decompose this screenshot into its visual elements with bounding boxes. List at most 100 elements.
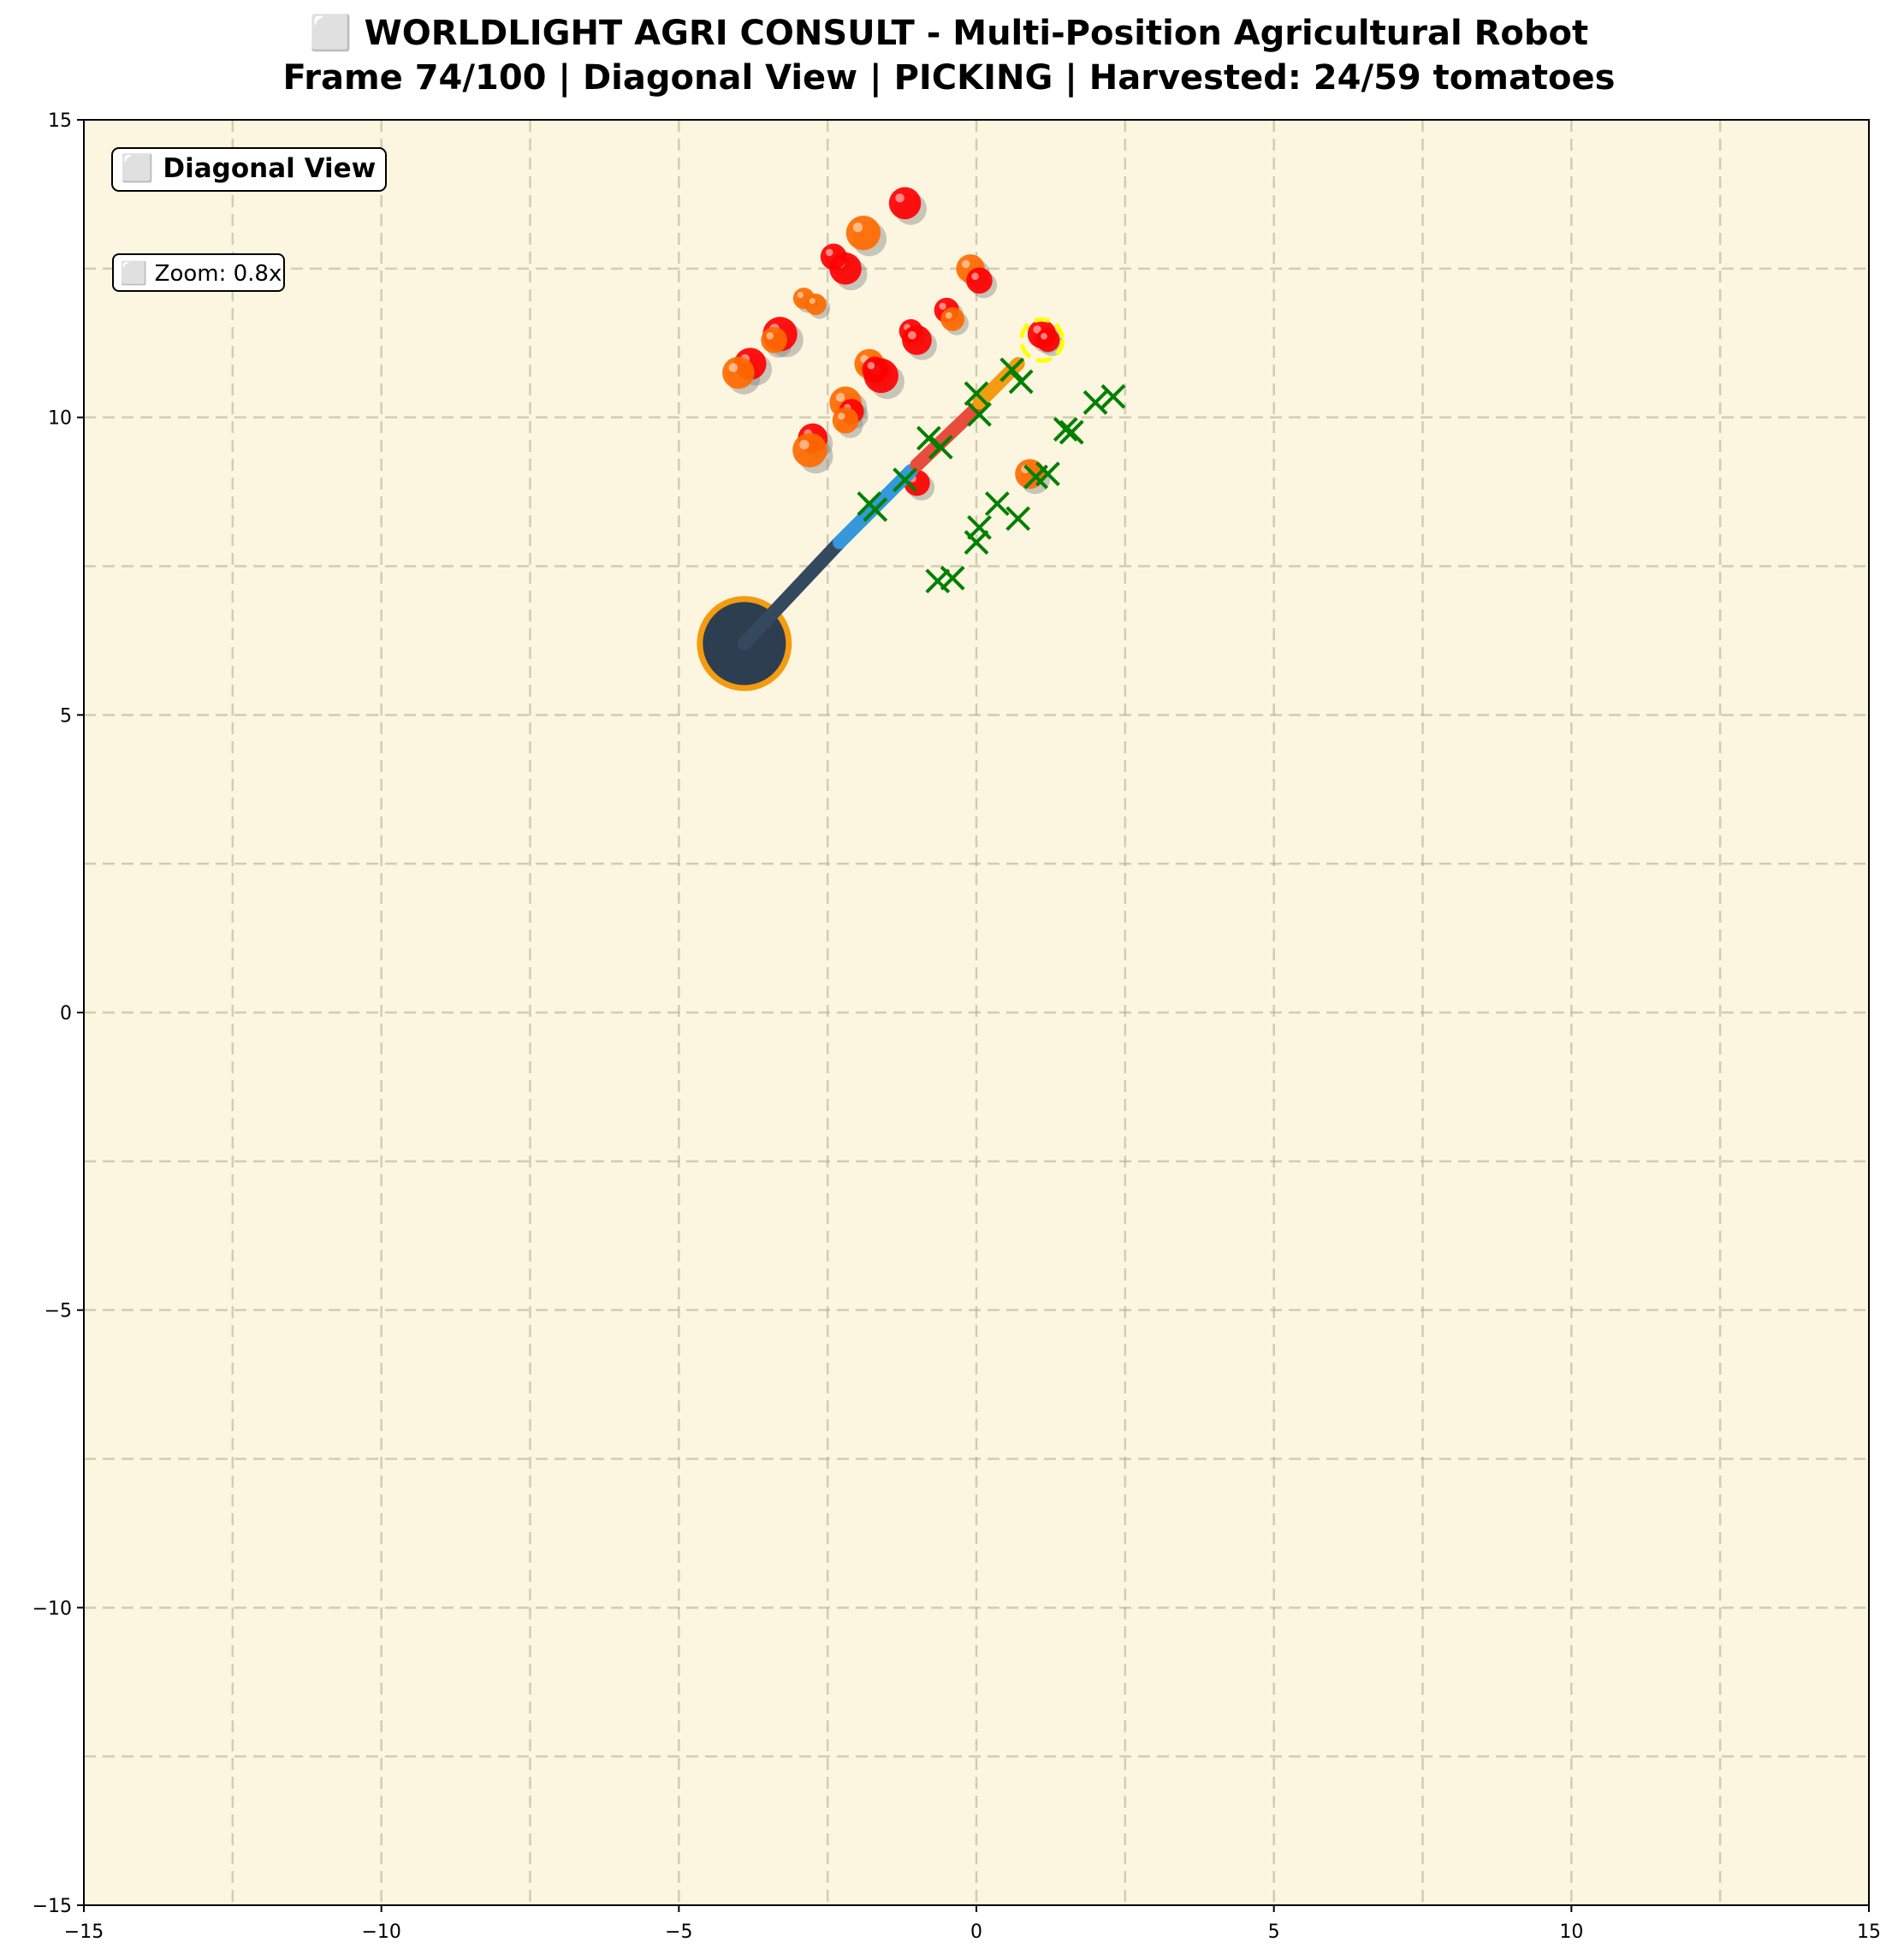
- harvested-markers: [857, 357, 1126, 594]
- arm-segment: [910, 398, 987, 472]
- chart-subtitle: Frame 74/100 | Diagonal View | PICKING |…: [283, 58, 1616, 98]
- tomato-highlight: [825, 248, 833, 257]
- tomato-highlight: [971, 272, 979, 281]
- tomato-body: [862, 356, 889, 383]
- harvested-marker-stroke: [1082, 389, 1108, 415]
- tomato-highlight: [837, 412, 845, 420]
- harvested-marker: [916, 425, 941, 451]
- harvested-marker-stroke: [1008, 369, 1034, 395]
- arm-segment: [737, 535, 847, 650]
- tomato-highlight: [766, 332, 774, 340]
- x-tick-label: 10: [1559, 1921, 1583, 1943]
- view-badge-label: ⬜ Diagonal View: [121, 152, 376, 184]
- tomato: [862, 356, 889, 383]
- harvested-marker: [1005, 506, 1031, 532]
- harvested-marker-stroke: [1035, 461, 1060, 487]
- harvested-marker-stroke: [1100, 383, 1126, 409]
- tomato-layer: [722, 187, 1065, 501]
- harvested-marker-stroke: [925, 568, 951, 594]
- tomato-highlight: [1033, 325, 1041, 334]
- harvested-marker-stroke: [863, 497, 888, 522]
- tomato: [902, 324, 932, 355]
- tomato-highlight: [1041, 332, 1047, 340]
- harvested-marker: [1082, 389, 1108, 415]
- harvested-marker: [964, 530, 989, 555]
- y-tick-label: 10: [48, 408, 72, 430]
- tomato: [792, 432, 827, 468]
- tomato-highlight: [939, 302, 946, 310]
- tomato: [888, 187, 922, 220]
- harvested-marker: [999, 357, 1025, 383]
- view-badge: ⬜ Diagonal View: [111, 147, 387, 192]
- y-tick-label: −15: [33, 1896, 72, 1917]
- harvested-marker: [984, 491, 1010, 516]
- y-tick-label: −5: [44, 1301, 72, 1322]
- tomato-highlight: [797, 292, 804, 299]
- tomato: [832, 407, 859, 434]
- y-tick-label: −10: [33, 1598, 72, 1619]
- harvested-marker: [967, 401, 992, 427]
- tomato-highlight: [809, 298, 816, 305]
- tomato-highlight: [962, 259, 970, 269]
- zoom-badge-label: ⬜ Zoom: 0.8x: [120, 260, 282, 287]
- tomato-body: [761, 326, 787, 353]
- x-tick-label: −10: [361, 1921, 400, 1943]
- harvested-marker: [1053, 417, 1078, 442]
- tomato: [820, 243, 847, 270]
- tomato-highlight: [867, 361, 875, 370]
- harvested-marker-stroke: [967, 401, 992, 427]
- x-tick-label: 5: [1268, 1921, 1280, 1943]
- tomato-body: [902, 324, 932, 355]
- harvested-marker: [964, 381, 989, 407]
- harvested-marker: [1035, 461, 1060, 487]
- zoom-badge: ⬜ Zoom: 0.8x: [112, 253, 285, 292]
- tomato-body: [820, 243, 847, 270]
- tomato-body: [845, 215, 881, 251]
- harvested-marker: [925, 568, 951, 594]
- harvested-marker-stroke: [940, 565, 965, 591]
- harvested-marker: [1059, 419, 1084, 445]
- harvested-marker: [1100, 383, 1126, 409]
- tomato: [761, 326, 787, 353]
- harvested-marker: [940, 565, 965, 591]
- harvested-marker-stroke: [999, 357, 1025, 383]
- y-tick-label: 15: [48, 110, 72, 132]
- tomato: [966, 267, 993, 294]
- harvested-marker: [863, 497, 888, 522]
- harvested-marker: [928, 435, 953, 460]
- harvested-marker-stroke: [1053, 417, 1078, 442]
- tomato: [845, 215, 881, 251]
- tomato-body: [722, 356, 755, 389]
- x-tick-label: 15: [1857, 1921, 1881, 1943]
- tomato: [1035, 328, 1060, 353]
- tomato-body: [966, 267, 993, 294]
- harvested-marker: [1008, 369, 1034, 395]
- tomato-highlight: [945, 312, 952, 319]
- tomato: [940, 307, 965, 331]
- axis-ticks: −15 −10 −5 0 5 10 15 −15 −10 −5 0 5 10 15: [33, 110, 1881, 1943]
- tomato-body: [832, 407, 859, 434]
- harvested-marker-stroke: [916, 425, 941, 451]
- tomato-body: [940, 307, 965, 331]
- arm-segment: [833, 464, 918, 549]
- tomato: [722, 356, 755, 389]
- chart-title: ⬜ WORLDLIGHT AGRI CONSULT - Multi-Positi…: [310, 13, 1588, 53]
- tomato: [804, 294, 827, 316]
- tomato-highlight: [908, 330, 916, 340]
- tomato-highlight: [895, 193, 905, 203]
- harvested-marker: [967, 514, 992, 540]
- y-tick-label: 0: [60, 1003, 72, 1025]
- harvested-marker-stroke: [984, 491, 1010, 516]
- x-tick-label: −5: [665, 1921, 692, 1943]
- harvested-marker-stroke: [1005, 506, 1031, 532]
- tomato-body: [804, 294, 827, 316]
- harvested-marker-stroke: [967, 514, 992, 540]
- harvested-marker-stroke: [964, 530, 989, 555]
- harvested-marker-stroke: [893, 467, 917, 493]
- target-ring: [1018, 317, 1065, 363]
- x-tick-label: 0: [970, 1921, 982, 1943]
- harvested-marker-stroke: [928, 435, 953, 460]
- y-tick-label: 5: [60, 705, 72, 727]
- tomato-highlight: [852, 223, 863, 233]
